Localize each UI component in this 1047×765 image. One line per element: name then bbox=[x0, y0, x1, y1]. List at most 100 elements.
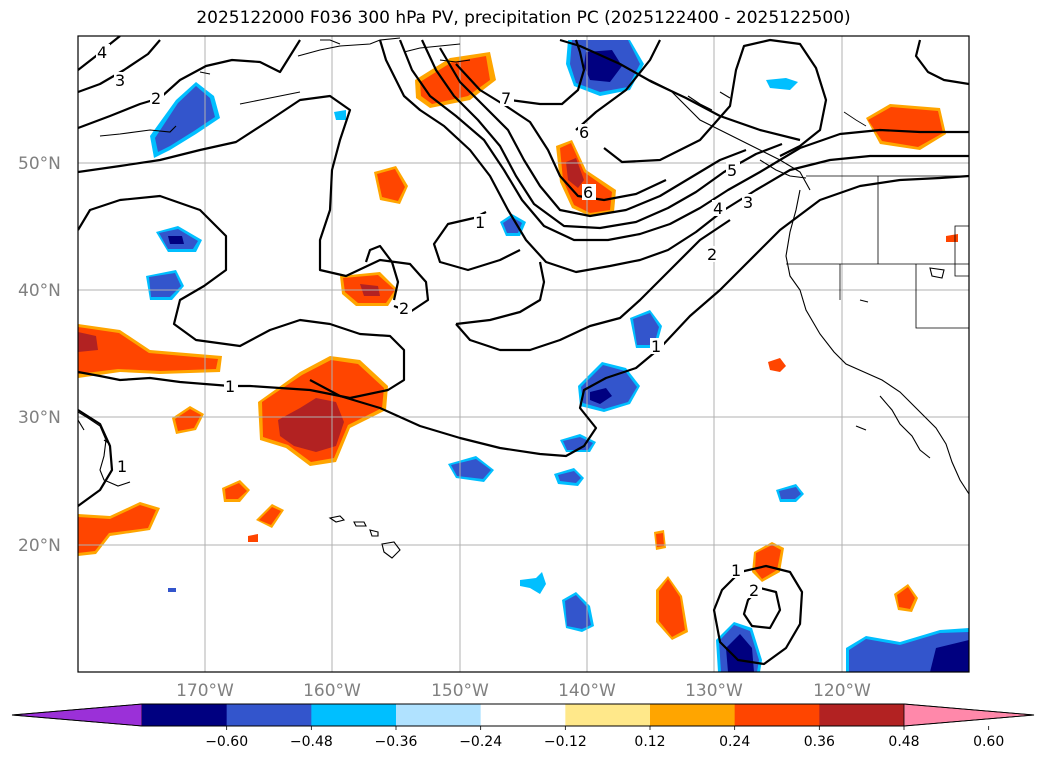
contour-label: 4 bbox=[713, 199, 723, 218]
contour-label: 1 bbox=[475, 213, 485, 232]
pv-contour-line bbox=[309, 174, 969, 458]
lon-label-120w: 120°W bbox=[813, 681, 871, 701]
precip-positive-blob bbox=[659, 579, 685, 637]
pv-contour-line bbox=[559, 38, 801, 142]
lon-label-150w: 150°W bbox=[431, 681, 489, 701]
pv-contour-line bbox=[455, 219, 731, 352]
contour-label: 1 bbox=[651, 337, 661, 356]
precip-positive-blob bbox=[278, 398, 344, 452]
colorbar-segment bbox=[142, 704, 228, 726]
contour-label: 1 bbox=[731, 561, 741, 580]
pv-contour-line bbox=[575, 39, 661, 131]
pv-contour-line bbox=[378, 39, 969, 274]
colorbar-segment bbox=[480, 704, 566, 726]
precip-positive-blob bbox=[566, 158, 584, 188]
political-borders bbox=[786, 111, 969, 329]
lat-label-40n: 40°N bbox=[18, 281, 61, 301]
precip-negative-blob bbox=[565, 595, 591, 629]
precip-negative-blob bbox=[149, 273, 181, 297]
pv-contour-line bbox=[509, 39, 586, 106]
precip-negative-blob bbox=[766, 78, 798, 90]
colorbar-tick-label: −0.60 bbox=[205, 734, 248, 750]
precip-positive-blob bbox=[78, 327, 218, 374]
precip-positive-blob bbox=[259, 507, 281, 525]
colorbar-tick-label: −0.48 bbox=[290, 734, 333, 750]
pv-contour-line bbox=[78, 194, 406, 400]
contour-label: 3 bbox=[115, 71, 125, 90]
pv-contour-line bbox=[78, 94, 430, 314]
precip-negative-blob bbox=[451, 459, 491, 479]
precip-positive-blob bbox=[248, 534, 258, 542]
precip-negative-blob bbox=[726, 634, 754, 672]
coastlines bbox=[78, 37, 969, 559]
precip-positive-blob bbox=[897, 587, 915, 609]
pv-contour-line bbox=[78, 39, 161, 94]
lat-label-30n: 30°N bbox=[18, 408, 61, 428]
contour-label: 6 bbox=[583, 183, 593, 202]
colorbar-segment bbox=[311, 704, 397, 726]
colorbar-outline bbox=[11, 703, 1035, 727]
precip-negative-blob bbox=[584, 50, 622, 82]
chart-title: 2025122000 F036 300 hPa PV, precipitatio… bbox=[196, 8, 851, 28]
pv-contour-line bbox=[364, 244, 400, 301]
colorbar-segment bbox=[734, 704, 820, 726]
precip-negative-blob bbox=[503, 217, 522, 233]
precip-positive-blob bbox=[175, 409, 201, 431]
colorbar-segment bbox=[819, 704, 905, 726]
lon-label-170w: 170°W bbox=[176, 681, 234, 701]
precip-fields bbox=[78, 40, 969, 672]
pv-contours bbox=[78, 36, 969, 666]
precip-negative-blob bbox=[590, 388, 612, 404]
precip-positive-blob bbox=[420, 56, 490, 104]
contour-label: 2 bbox=[749, 581, 759, 600]
pv-contour-line bbox=[455, 63, 667, 202]
colorbar-segment bbox=[565, 704, 651, 726]
colorbar-extend-low bbox=[11, 703, 143, 727]
precip-positive-blob bbox=[78, 332, 98, 352]
precip-positive-blob bbox=[755, 545, 781, 579]
precip-positive-blob bbox=[868, 107, 943, 147]
contour-label: 1 bbox=[117, 457, 127, 476]
contour-label: 2 bbox=[151, 89, 161, 108]
contour-label: 1 bbox=[225, 377, 235, 396]
precip-negative-blob bbox=[334, 110, 346, 120]
lat-label-20n: 20°N bbox=[18, 536, 61, 556]
map-gridlines bbox=[78, 36, 969, 672]
contour-label: 5 bbox=[727, 161, 737, 180]
colorbar-tick-label: 0.48 bbox=[888, 734, 919, 750]
precip-negative-blob bbox=[633, 313, 659, 345]
latitude-labels: 50°N 40°N 30°N 20°N bbox=[18, 154, 61, 556]
contour-label: 2 bbox=[399, 299, 409, 318]
lon-label-160w: 160°W bbox=[303, 681, 361, 701]
precip-negative-blob bbox=[168, 588, 176, 592]
precip-positive-blob bbox=[78, 505, 156, 553]
colorbar-tick-label: −0.24 bbox=[459, 734, 502, 750]
lon-label-130w: 130°W bbox=[685, 681, 743, 701]
contour-label: 7 bbox=[501, 89, 511, 108]
colorbar-extend-high bbox=[903, 703, 1035, 727]
colorbar-tick-label: 0.12 bbox=[634, 734, 665, 750]
colorbar-tick-label: 0.60 bbox=[973, 734, 1004, 750]
map-frame bbox=[77, 35, 970, 673]
precip-negative-blob bbox=[155, 86, 215, 152]
precip-negative-blob bbox=[930, 640, 969, 672]
pv-contour-line bbox=[432, 211, 521, 272]
precip-negative-blob bbox=[558, 471, 581, 483]
pv-contour-line bbox=[742, 586, 782, 630]
pv-contour-line bbox=[78, 409, 114, 507]
colorbar-segment bbox=[650, 704, 736, 726]
colorbar-tick-label: −0.36 bbox=[375, 734, 418, 750]
precip-negative-blob bbox=[168, 236, 184, 244]
contour-label: 2 bbox=[707, 245, 717, 264]
precip-negative-blob bbox=[563, 437, 593, 450]
map-panel bbox=[78, 36, 969, 672]
colorbar: −0.60 −0.48 −0.36 −0.24 −0.12 0.12 0.24 0.36 0.4… bbox=[11, 703, 1035, 750]
pv-contour-line bbox=[78, 39, 301, 130]
precip-negative-blob bbox=[520, 572, 546, 594]
precip-positive-blob bbox=[656, 533, 664, 547]
colorbar-segment bbox=[396, 704, 482, 726]
precip-negative-blob bbox=[779, 487, 801, 499]
precip-positive-blob bbox=[225, 483, 247, 499]
pv-contour-line bbox=[603, 38, 828, 164]
